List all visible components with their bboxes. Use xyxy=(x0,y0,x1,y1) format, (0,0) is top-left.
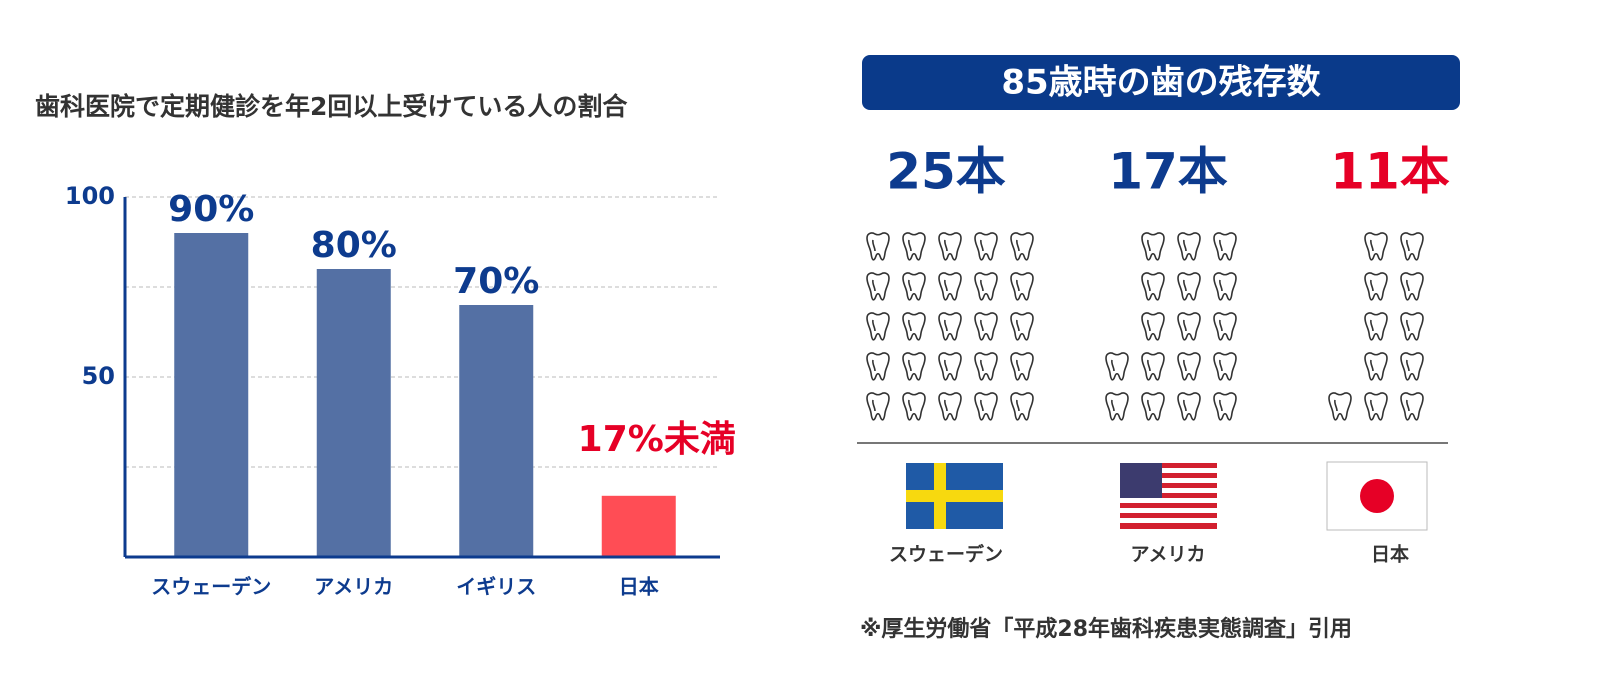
tooth-icon xyxy=(1364,232,1388,261)
tooth-icon xyxy=(1213,232,1237,261)
tooth-icon xyxy=(1400,352,1424,381)
value-label: 17%未満 xyxy=(578,419,736,460)
tooth-icon xyxy=(1141,272,1165,301)
bar xyxy=(316,269,391,557)
x-tick-label: 日本 xyxy=(619,575,659,599)
tooth-icon xyxy=(1177,392,1201,421)
tooth-icon xyxy=(974,312,998,341)
tooth-icon xyxy=(938,312,962,341)
tooth-icon xyxy=(1010,392,1034,421)
panel-title: 85歳時の歯の残存数 xyxy=(1001,63,1320,103)
flag-japan xyxy=(1326,461,1428,531)
tooth-icon xyxy=(1010,312,1034,341)
tooth-icon xyxy=(1010,272,1034,301)
tooth-icon xyxy=(1010,232,1034,261)
value-label: 70% xyxy=(453,261,539,302)
tooth-icon xyxy=(1177,272,1201,301)
tooth-icon xyxy=(1400,312,1424,341)
tooth-icon xyxy=(1177,352,1201,381)
tooth-icon xyxy=(866,392,890,421)
tooth-icon xyxy=(938,232,962,261)
country-label: アメリカ xyxy=(1130,544,1205,566)
count-label: 25本 xyxy=(886,143,1006,201)
flag-sweden xyxy=(906,463,1003,529)
tooth-icon xyxy=(1141,392,1165,421)
value-label: 90% xyxy=(168,189,254,230)
tooth-icon xyxy=(974,392,998,421)
chart-title: 歯科医院で定期健診を年2回以上受けている人の割合 xyxy=(35,92,628,121)
tooth-icon xyxy=(1213,272,1237,301)
tooth-icon xyxy=(974,272,998,301)
count-label: 11本 xyxy=(1330,143,1450,201)
tooth-icon xyxy=(902,232,926,261)
tooth-icon xyxy=(1364,392,1388,421)
tooth-icon xyxy=(1177,312,1201,341)
country-label: スウェーデン xyxy=(889,543,1003,566)
flag-usa xyxy=(1120,463,1217,529)
count-label: 17本 xyxy=(1108,143,1228,201)
bar xyxy=(174,233,249,557)
tooth-icon xyxy=(938,392,962,421)
tooth-icon xyxy=(1141,352,1165,381)
tooth-icon xyxy=(1400,272,1424,301)
tooth-icon xyxy=(1400,392,1424,421)
source-note: ※厚生労働省「平成28年歯科疾患実態調査」引用 xyxy=(860,616,1352,642)
y-tick-label: 50 xyxy=(82,362,115,390)
tooth-icon xyxy=(1364,272,1388,301)
bar xyxy=(459,305,534,557)
y-tick-label: 100 xyxy=(65,182,115,210)
tooth-icon xyxy=(1177,232,1201,261)
tooth-icon xyxy=(902,352,926,381)
tooth-icon xyxy=(1364,352,1388,381)
tooth-icon xyxy=(938,272,962,301)
tooth-icon xyxy=(1400,232,1424,261)
tooth-icon xyxy=(974,352,998,381)
tooth-icon xyxy=(1141,232,1165,261)
country-label: 日本 xyxy=(1371,543,1409,566)
tooth-icon xyxy=(866,352,890,381)
tooth-icon xyxy=(1141,312,1165,341)
tooth-icon xyxy=(1105,392,1129,421)
tooth-icon xyxy=(866,272,890,301)
tooth-icon xyxy=(974,232,998,261)
tooth-icon xyxy=(902,272,926,301)
tooth-icon xyxy=(902,312,926,341)
tooth-icon xyxy=(1364,312,1388,341)
tooth-icon xyxy=(1328,392,1352,421)
tooth-icon xyxy=(938,352,962,381)
bar xyxy=(601,495,676,557)
tooth-icon xyxy=(1213,352,1237,381)
tooth-icon xyxy=(866,232,890,261)
tooth-icon xyxy=(1213,392,1237,421)
x-tick-label: イギリス xyxy=(456,575,536,599)
title-box xyxy=(862,55,1460,110)
x-tick-label: アメリカ xyxy=(314,575,393,599)
value-label: 80% xyxy=(311,225,397,266)
tooth-icon xyxy=(902,392,926,421)
tooth-icon xyxy=(866,312,890,341)
x-tick-label: スウェーデン xyxy=(151,575,271,599)
tooth-icon xyxy=(1213,312,1237,341)
tooth-icon xyxy=(1010,352,1034,381)
tooth-icon xyxy=(1105,352,1129,381)
